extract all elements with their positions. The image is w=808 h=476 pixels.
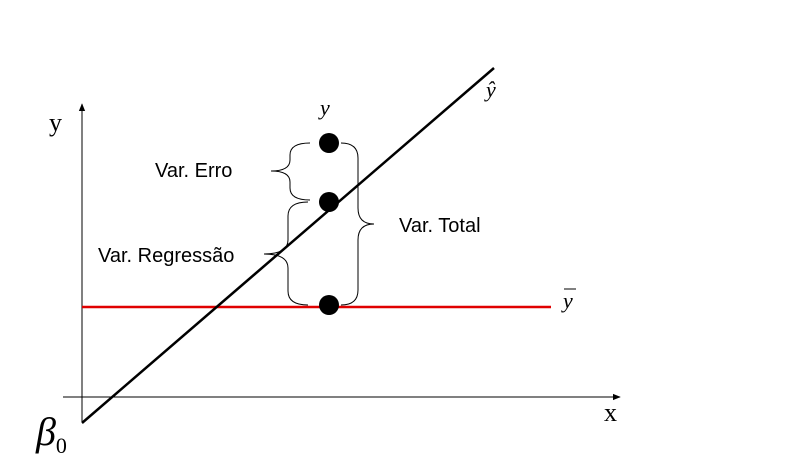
regression-line [81, 67, 495, 424]
total-variance-label: Var. Total [399, 215, 481, 237]
svg-text:ŷ: ŷ [484, 77, 496, 102]
total-brace [340, 142, 375, 306]
x-axis-label: x [604, 398, 617, 427]
fitted-point [319, 192, 339, 212]
error-variance-label: Var. Erro [155, 160, 232, 182]
intercept-label: β0 [35, 409, 67, 458]
fitted-line-label: ŷ [484, 77, 496, 102]
mean-point [319, 295, 339, 315]
error-brace [270, 142, 311, 201]
svg-text:β0: β0 [35, 409, 67, 458]
regression-brace [263, 201, 309, 306]
mean-line-label: y [561, 288, 576, 313]
svg-text:y: y [561, 288, 573, 313]
regression-variance-label: Var. Regressão [98, 245, 234, 267]
intercept-beta: β [35, 409, 56, 454]
y-axis-label: y [49, 108, 62, 137]
observed-point-label: y [318, 95, 330, 120]
observed-point [319, 133, 339, 153]
intercept-subscript: 0 [56, 433, 67, 458]
